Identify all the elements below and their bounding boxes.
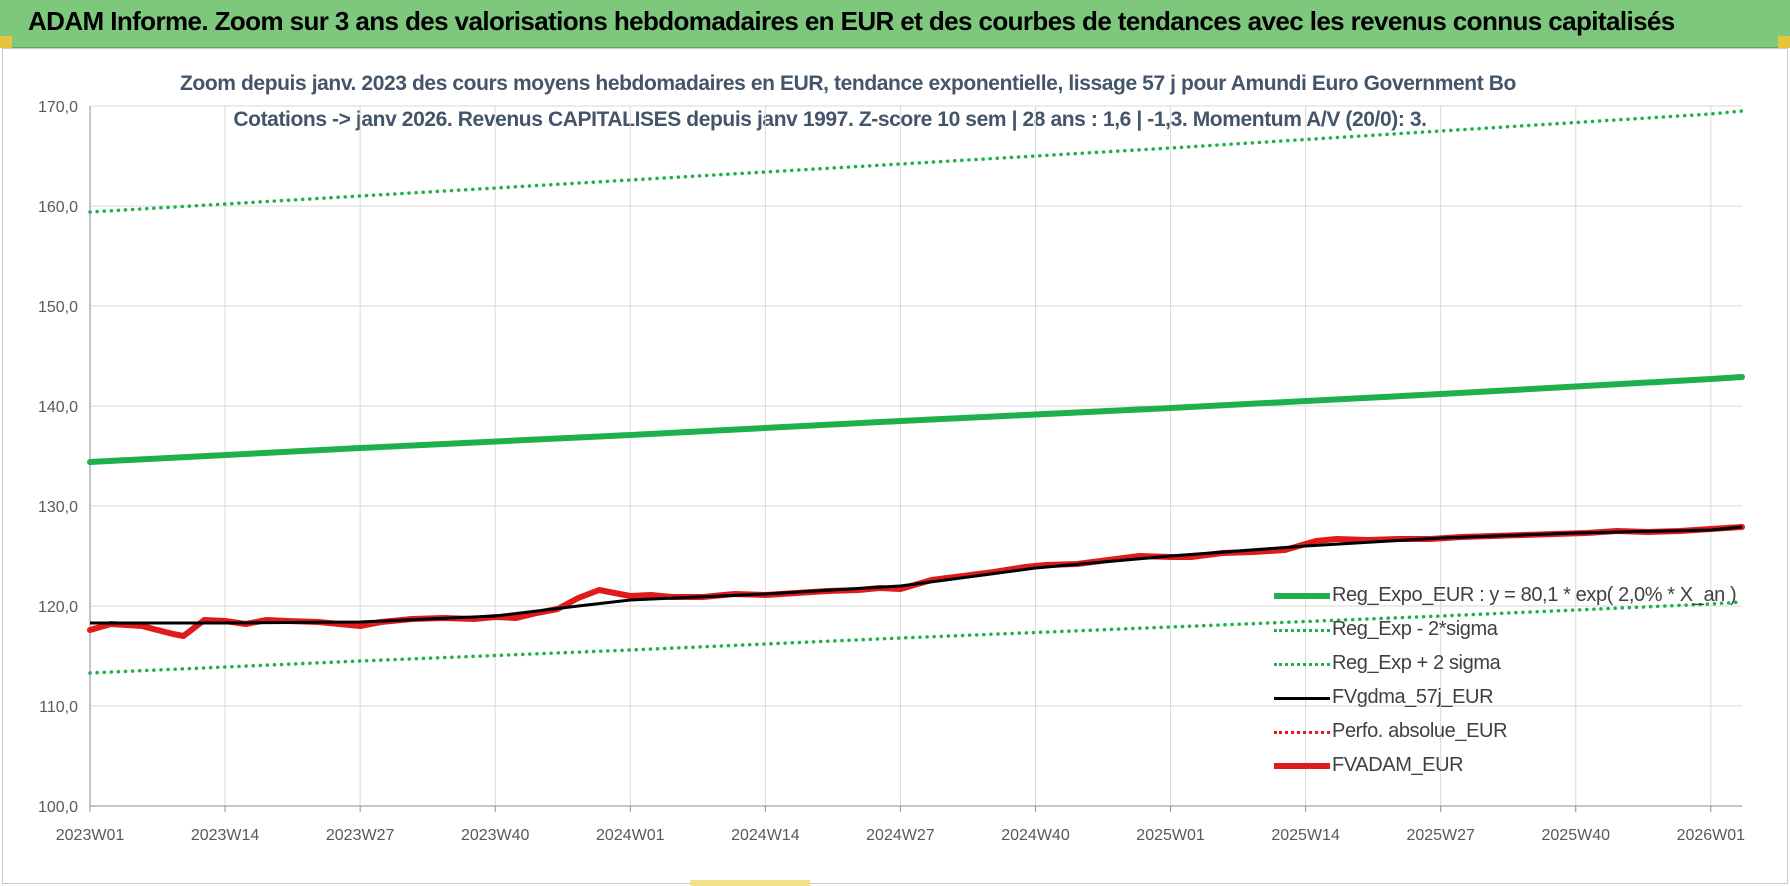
y-tick-label: 130,0 bbox=[38, 499, 78, 516]
series-line-reg-expo-eur bbox=[87, 374, 1745, 465]
y-tick-label: 160,0 bbox=[38, 199, 78, 216]
legend-swatch bbox=[1274, 663, 1330, 666]
legend-item: Reg_Expo_EUR : y = 80,1 * exp( 2,0% * X_… bbox=[1270, 580, 1770, 614]
x-tick-label: 2023W27 bbox=[326, 827, 395, 844]
legend-label: FVgdma_57j_EUR bbox=[1332, 686, 1494, 708]
series-line-fvgdma-57j-eur bbox=[90, 525, 1743, 625]
legend-item: FVgdma_57j_EUR bbox=[1270, 682, 1770, 716]
legend-item: Reg_Exp - 2*sigma bbox=[1270, 614, 1770, 648]
legend-swatch bbox=[1274, 731, 1330, 734]
x-tick-label: 2025W01 bbox=[1136, 827, 1205, 844]
y-tick-label: 120,0 bbox=[38, 599, 78, 616]
x-tick-label: 2023W40 bbox=[461, 827, 530, 844]
chart-title-line1: Zoom depuis janv. 2023 des cours moyens … bbox=[180, 72, 1516, 95]
y-tick-label: 140,0 bbox=[38, 399, 78, 416]
x-tick-label: 2024W01 bbox=[596, 827, 665, 844]
y-tick-label: 170,0 bbox=[38, 99, 78, 116]
report-title: ADAM Informe. Zoom sur 3 ans des valoris… bbox=[28, 6, 1675, 36]
x-tick-label: 2026W01 bbox=[1677, 827, 1746, 844]
legend-label: Reg_Expo_EUR : y = 80,1 * exp( 2,0% * X_… bbox=[1332, 584, 1737, 606]
chart-frame bbox=[2, 48, 1788, 884]
x-tick-label: 2024W14 bbox=[731, 827, 800, 844]
legend-label: Reg_Exp + 2 sigma bbox=[1332, 652, 1501, 674]
x-tick-label: 2024W27 bbox=[866, 827, 935, 844]
legend-swatch bbox=[1274, 697, 1330, 700]
legend-swatch bbox=[1274, 593, 1330, 599]
x-tick-label: 2025W27 bbox=[1406, 827, 1475, 844]
legend-item: FVADAM_EUR bbox=[1270, 750, 1770, 784]
series-line-reg-exp bbox=[88, 600, 1744, 675]
y-tick-label: 100,0 bbox=[38, 799, 78, 816]
legend-item: Perfo. absolue_EUR bbox=[1270, 716, 1770, 750]
legend-item: Reg_Exp + 2 sigma bbox=[1270, 648, 1770, 682]
corner-marker-top-left bbox=[0, 36, 12, 48]
x-tick-label: 2025W14 bbox=[1271, 827, 1340, 844]
chart-legend: Reg_Expo_EUR : y = 80,1 * exp( 2,0% * X_… bbox=[1270, 580, 1770, 784]
x-tick-label: 2023W14 bbox=[191, 827, 260, 844]
x-tick-label: 2024W40 bbox=[1001, 827, 1070, 844]
bottom-accent bbox=[690, 880, 810, 886]
x-tick-label: 2025W40 bbox=[1542, 827, 1611, 844]
y-tick-label: 110,0 bbox=[39, 699, 78, 716]
corner-marker-top-right bbox=[1778, 36, 1790, 48]
legend-label: FVADAM_EUR bbox=[1332, 754, 1464, 776]
y-tick-label: 150,0 bbox=[38, 299, 78, 316]
legend-swatch bbox=[1274, 629, 1330, 632]
legend-label: Reg_Exp - 2*sigma bbox=[1332, 618, 1498, 640]
legend-swatch bbox=[1274, 763, 1330, 769]
report-banner: ADAM Informe. Zoom sur 3 ans des valoris… bbox=[0, 0, 1790, 48]
legend-label: Perfo. absolue_EUR bbox=[1332, 720, 1508, 742]
chart-title-line2: Cotations -> janv 2026. Revenus CAPITALI… bbox=[233, 108, 1427, 131]
series-line-reg-exp bbox=[88, 109, 1744, 214]
x-tick-label: 2023W01 bbox=[56, 827, 125, 844]
